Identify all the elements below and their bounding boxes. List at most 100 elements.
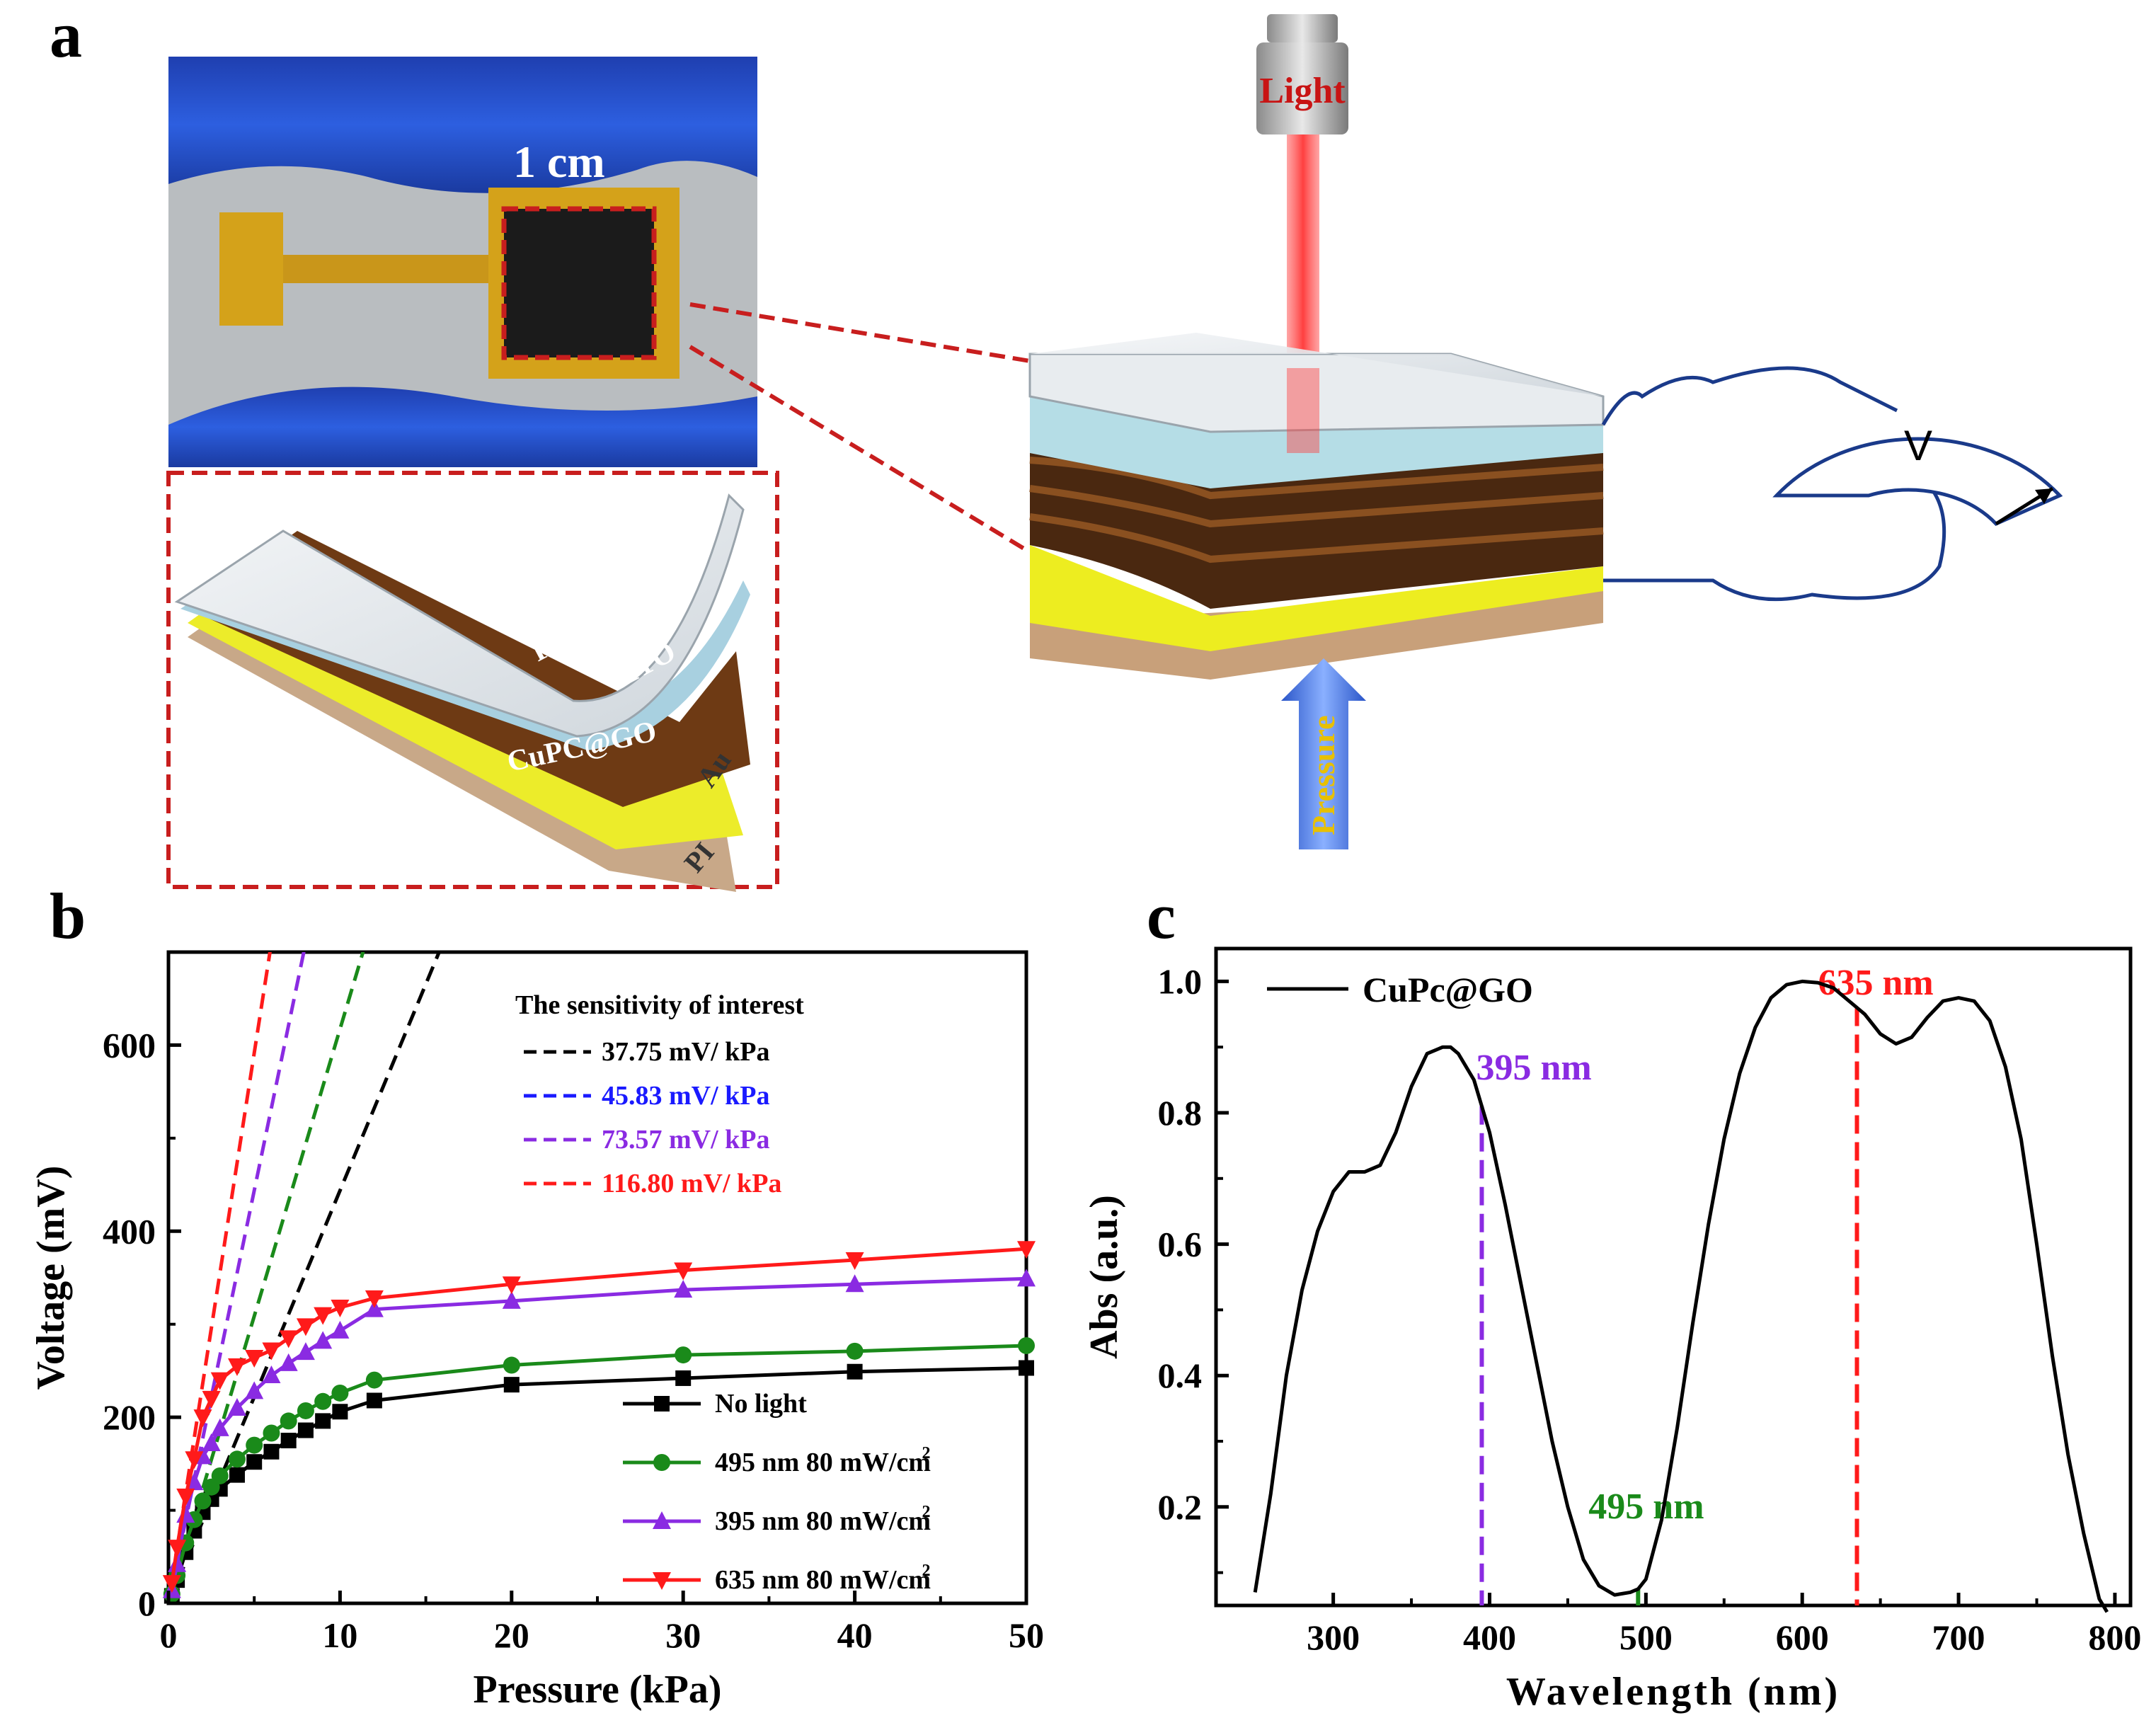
sensitivity-line-2 [168,952,306,1603]
sensitivity-legend-label: 116.80 mV/ kPa [602,1169,781,1198]
x-tick-label: 300 [1307,1617,1360,1657]
chart-c-ylabel: Abs (a.u.) [1082,1195,1126,1359]
chart-c-ticks: 300 400 500 600 700 800 0.2 0.4 0.6 0.8 1.0 [1158,961,2142,1657]
voltmeter-label: V [1904,422,1932,469]
data-point [263,1424,280,1442]
data-point [194,1492,212,1510]
x-tick-label: 10 [322,1615,357,1655]
data-point [227,1398,246,1416]
legend-label: 395 nm 80 mW/cm [715,1506,931,1536]
data-point [297,1402,314,1419]
data-point [280,1433,297,1448]
legend-label: No light [715,1389,807,1419]
sensitivity-title: The sensitivity of interest [515,990,804,1020]
data-point [503,1377,520,1393]
data-point [279,1353,298,1371]
legend-swatch-marker [654,1396,670,1412]
data-point [185,1451,204,1470]
data-point [202,1433,221,1451]
wavelength-marker-label: 495 nm [1588,1487,1704,1527]
data-point [502,1290,521,1309]
pressure-label: Pressure [1305,716,1341,836]
data-point [365,1299,384,1317]
data-point [1019,1360,1034,1376]
light-label: Light [1259,71,1346,111]
legend-label: 635 nm 80 mW/cm [715,1565,931,1595]
light-source [1256,42,1348,134]
y-tick-label: 400 [103,1211,156,1251]
panel-letter-c: c [1147,880,1176,952]
data-point [246,1454,263,1470]
data-point [675,1370,692,1386]
chart-b-ticks: 0 10 20 30 40 50 0 200 400 600 [103,1025,1044,1655]
y-tick-label: 0.8 [1158,1093,1203,1133]
data-point [845,1252,864,1271]
voltmeter [1772,437,2063,527]
chart-b: 0 10 20 30 40 50 0 200 400 600 Pressure (kPa) Vol… [29,950,1044,1712]
x-tick-label: 0 [160,1615,178,1655]
data-point [246,1436,263,1454]
data-point [503,1356,520,1374]
data-point [365,1371,383,1389]
scale-bar-label: 1 cm [513,137,605,187]
data-point [1018,1336,1035,1354]
legend-superscript: 2 [922,1444,931,1462]
chart-b-series [162,1241,1036,1604]
chart-c-legend: CuPc@GO [1267,970,1533,1009]
y-tick-label: 0.6 [1158,1225,1203,1264]
data-point [262,1365,281,1383]
x-tick-label: 50 [1009,1615,1044,1655]
legend-superscript: 2 [922,1562,931,1580]
data-point [168,1540,187,1558]
data-point [332,1404,348,1420]
chart-c-xlabel: Wavelength (nm) [1506,1670,1840,1714]
absorbance-curve [1253,979,2109,1613]
data-point [296,1342,315,1361]
data-point [675,1346,692,1364]
data-point [229,1467,245,1483]
data-point [245,1350,264,1368]
data-point [846,1342,864,1360]
zoom-box [166,471,779,889]
series-line-0 [170,1365,1027,1597]
chart-b-ylabel: Voltage (mV) [29,1166,73,1390]
data-point [674,1280,693,1298]
data-point [280,1412,297,1430]
data-point [228,1450,246,1468]
sensitivity-line-4 [168,952,365,1603]
x-tick-label: 700 [1932,1617,1985,1657]
y-tick-label: 0 [138,1584,156,1623]
wire-bottom [1603,480,1946,602]
pressure-arrow [1281,658,1366,849]
x-tick-label: 600 [1776,1617,1829,1657]
data-point [211,1467,229,1484]
active-area [504,209,654,357]
electrode-pad [219,212,283,326]
data-point [845,1274,864,1293]
legend-swatch-marker [653,1511,671,1529]
data-point [314,1331,333,1349]
data-point [263,1443,280,1460]
chart-c-wavelength-markers: 395 nm 495 nm 635 nm [1476,963,1934,1605]
x-tick-label: 40 [837,1615,873,1655]
data-point [366,1392,382,1409]
data-point [674,1262,693,1281]
y-tick-label: 600 [103,1025,156,1065]
x-tick-label: 800 [2088,1617,2141,1657]
chart-b-xlabel: Pressure (kPa) [474,1668,722,1712]
legend-label: CuPc@GO [1363,970,1533,1009]
light-beam [1287,134,1319,389]
panel-letter-b: b [50,880,86,952]
data-point [210,1372,229,1390]
sensitivity-legend-label: 45.83 mV/ kPa [602,1081,770,1111]
connector-top [689,302,1031,363]
chart-c-series [1253,979,2109,1613]
data-point [193,1409,212,1428]
device-photo: 1 cm [168,57,757,467]
wavelength-marker-label: 635 nm [1818,963,1934,1003]
data-point [296,1318,315,1336]
data-point [162,1575,181,1593]
data-point [202,1390,221,1409]
